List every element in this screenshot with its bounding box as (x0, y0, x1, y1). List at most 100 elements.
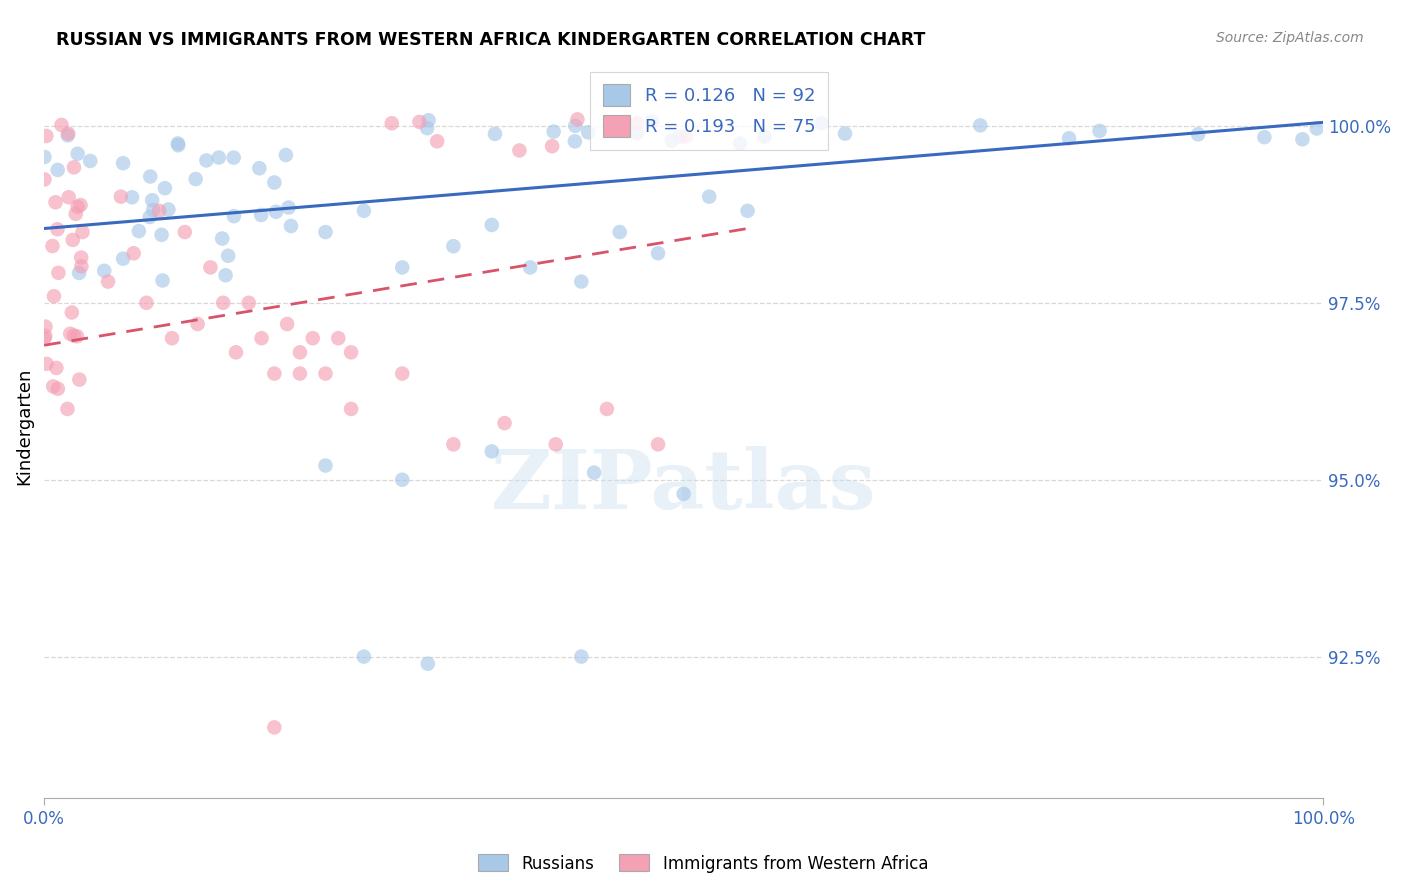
Point (391, 260, 413, 275)
Point (62, 233, 84, 247)
Point (541, 139, 564, 153)
Point (211, 231, 233, 245)
Point (148, 203, 170, 218)
Point (494, 416, 516, 430)
Point (157, 202, 180, 217)
Point (1057, 131, 1080, 145)
Point (70, 260, 93, 274)
Point (544, 437, 567, 451)
Point (263, 720, 285, 734)
Point (1291, 132, 1313, 146)
Point (567, 112, 589, 127)
Point (34, 329, 56, 343)
Point (63, 328, 86, 343)
Point (754, 129, 776, 144)
Text: RUSSIAN VS IMMIGRANTS FROM WESTERN AFRICA KINDERGARTEN CORRELATION CHART: RUSSIAN VS IMMIGRANTS FROM WESTERN AFRIC… (56, 31, 925, 49)
Point (184, 172, 207, 186)
Point (609, 225, 631, 239)
Point (48, 266, 70, 280)
Point (58, 190, 80, 204)
Point (263, 367, 285, 381)
Point (426, 134, 449, 148)
Point (67, 266, 90, 280)
Point (141, 193, 163, 207)
Point (626, 116, 648, 130)
Point (353, 649, 375, 664)
Point (675, 129, 697, 144)
Point (225, 345, 247, 359)
Point (46, 382, 69, 396)
Point (441, 437, 464, 451)
Point (288, 367, 311, 381)
Legend: R = 0.126   N = 92, R = 0.193   N = 75: R = 0.126 N = 92, R = 0.193 N = 75 (591, 71, 828, 150)
Point (34, 172, 56, 186)
Point (167, 136, 190, 151)
Point (65, 207, 87, 221)
Point (280, 219, 302, 233)
Point (70, 251, 93, 265)
Point (35, 128, 58, 143)
Point (583, 466, 606, 480)
Point (668, 129, 690, 144)
Point (328, 331, 350, 345)
Point (45, 360, 67, 375)
Point (810, 116, 832, 130)
Point (1187, 128, 1209, 142)
Point (288, 345, 311, 359)
Point (222, 151, 245, 165)
Point (315, 367, 337, 381)
Point (110, 189, 132, 203)
Point (59, 326, 82, 341)
Point (142, 202, 165, 217)
Point (72, 225, 94, 239)
Point (122, 246, 145, 260)
Point (697, 189, 720, 203)
Point (200, 260, 222, 275)
Legend: Russians, Immigrants from Western Africa: Russians, Immigrants from Western Africa (471, 847, 935, 880)
Point (626, 126, 648, 140)
Point (728, 136, 751, 151)
Point (139, 169, 162, 184)
Point (301, 331, 323, 345)
Point (35, 357, 58, 371)
Point (187, 317, 209, 331)
Point (408, 115, 430, 129)
Point (173, 225, 195, 239)
Point (34, 331, 56, 345)
Point (641, 114, 664, 128)
Point (128, 224, 150, 238)
Point (135, 295, 157, 310)
Point (569, 275, 592, 289)
Point (56, 128, 79, 143)
Point (66, 200, 89, 214)
Point (56, 401, 79, 416)
Point (596, 401, 619, 416)
Point (34, 150, 56, 164)
Point (353, 203, 375, 218)
Point (481, 444, 503, 458)
Point (167, 138, 190, 153)
Point (416, 121, 439, 136)
Point (484, 127, 506, 141)
Point (121, 190, 143, 204)
Point (217, 249, 239, 263)
Text: Source: ZipAtlas.com: Source: ZipAtlas.com (1216, 31, 1364, 45)
Point (66, 329, 89, 343)
Point (569, 649, 592, 664)
Point (1253, 130, 1275, 145)
Point (381, 116, 404, 130)
Point (195, 153, 218, 168)
Point (340, 345, 363, 359)
Point (34, 319, 56, 334)
Point (508, 144, 530, 158)
Point (441, 239, 464, 253)
Point (153, 181, 176, 195)
Point (112, 156, 135, 170)
Point (250, 208, 273, 222)
Point (340, 401, 363, 416)
Point (214, 268, 236, 283)
Point (418, 113, 440, 128)
Point (79, 153, 101, 168)
Point (263, 176, 285, 190)
Point (969, 119, 991, 133)
